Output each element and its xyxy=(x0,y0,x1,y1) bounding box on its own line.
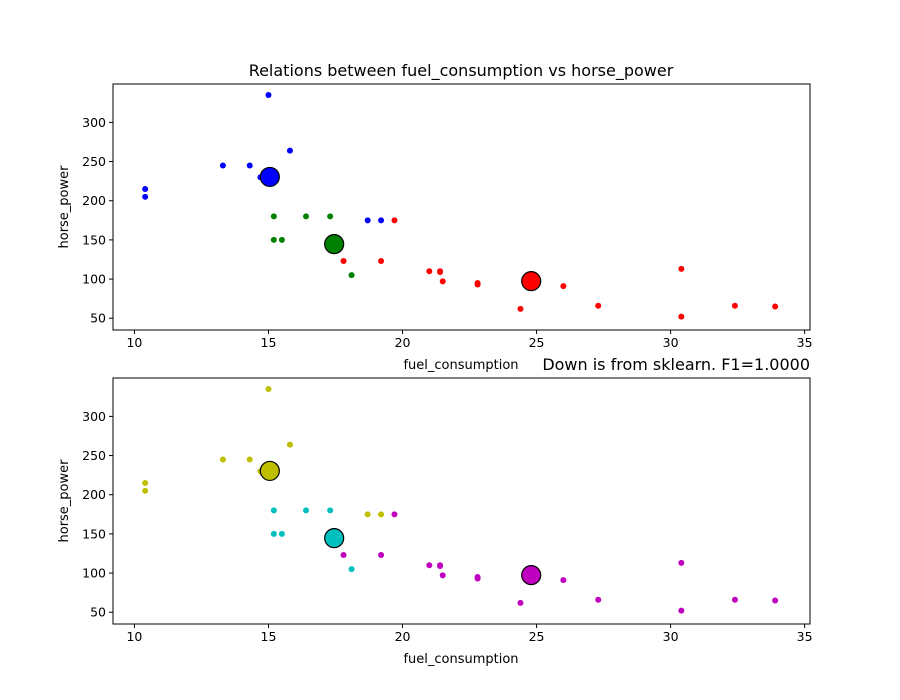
x-tick-label: 25 xyxy=(529,629,545,644)
x-tick-label: 15 xyxy=(261,629,277,644)
x-tick-label: 35 xyxy=(797,629,813,644)
data-point xyxy=(439,278,446,285)
data-point xyxy=(278,530,285,537)
data-point xyxy=(731,596,738,603)
x-axis-label-top: fuel_consumption xyxy=(403,358,518,373)
data-point xyxy=(378,552,385,559)
data-point xyxy=(474,281,481,288)
x-tick-label: 25 xyxy=(529,335,545,350)
data-point xyxy=(246,456,253,463)
x-tick-label: 10 xyxy=(126,629,142,644)
x-tick-label: 15 xyxy=(261,335,277,350)
data-point xyxy=(246,162,253,169)
y-tick-label: 50 xyxy=(90,311,106,326)
x-tick-label: 20 xyxy=(395,335,411,350)
data-point xyxy=(303,507,310,514)
cluster-centroid xyxy=(521,271,542,292)
data-point xyxy=(378,511,385,518)
data-point xyxy=(560,577,567,584)
y-tick-label: 300 xyxy=(82,409,106,424)
points-bottom xyxy=(142,385,779,614)
data-point xyxy=(364,511,371,518)
x-tick-label: 10 xyxy=(126,335,142,350)
y-axis-label-top: horse_power xyxy=(57,165,72,249)
ticks-top: 10 15 20 25 30 35 50 100 150 200 250 300 xyxy=(82,115,812,350)
y-tick-label: 100 xyxy=(82,566,106,581)
data-point xyxy=(270,507,277,514)
y-tick-label: 200 xyxy=(82,193,106,208)
data-point xyxy=(270,213,277,220)
data-point xyxy=(340,258,347,265)
data-point xyxy=(142,487,149,494)
y-tick-label: 50 xyxy=(90,605,106,620)
x-tick-label: 30 xyxy=(663,629,679,644)
y-axis-label-bottom: horse_power xyxy=(57,459,72,543)
data-point xyxy=(560,283,567,290)
plot-area-top xyxy=(112,83,811,331)
data-point xyxy=(517,305,524,312)
x-axis-label-bottom: fuel_consumption xyxy=(403,652,518,667)
data-point xyxy=(772,597,779,604)
data-point xyxy=(142,479,149,486)
data-point xyxy=(678,559,685,566)
data-point xyxy=(270,530,277,537)
data-point xyxy=(303,213,310,220)
y-tick-label: 250 xyxy=(82,154,106,169)
data-point xyxy=(595,596,602,603)
y-tick-label: 200 xyxy=(82,487,106,502)
data-point xyxy=(348,272,355,279)
data-point xyxy=(270,236,277,243)
data-point xyxy=(595,302,602,309)
data-point xyxy=(340,552,347,559)
data-point xyxy=(517,599,524,606)
cluster-centroid xyxy=(324,234,345,255)
data-point xyxy=(731,302,738,309)
data-point xyxy=(439,572,446,579)
data-point xyxy=(391,217,398,224)
data-point xyxy=(678,265,685,272)
y-tick-label: 150 xyxy=(82,232,106,247)
x-tick-label: 35 xyxy=(797,335,813,350)
y-tick-label: 300 xyxy=(82,115,106,130)
data-point xyxy=(348,566,355,573)
data-point xyxy=(219,162,226,169)
y-tick-label: 150 xyxy=(82,526,106,541)
x-tick-label: 20 xyxy=(395,629,411,644)
data-point xyxy=(378,258,385,265)
data-point xyxy=(364,217,371,224)
cluster-centroid xyxy=(324,528,345,549)
data-point xyxy=(678,607,685,614)
cluster-centroid xyxy=(259,166,280,188)
data-point xyxy=(437,563,444,570)
data-point xyxy=(265,91,272,98)
plot-area-bottom xyxy=(112,377,811,625)
data-point xyxy=(327,213,334,220)
data-point xyxy=(142,185,149,192)
data-point xyxy=(678,313,685,320)
data-point xyxy=(474,575,481,582)
data-point xyxy=(772,303,779,310)
ticks-bottom: 10 15 20 25 30 35 50 100 150 200 250 300 xyxy=(82,409,812,644)
data-point xyxy=(391,511,398,518)
data-point xyxy=(437,269,444,276)
data-point xyxy=(142,193,149,200)
data-point xyxy=(265,385,272,392)
y-tick-label: 100 xyxy=(82,272,106,287)
y-tick-label: 250 xyxy=(82,448,106,463)
chart-title-top: Relations between fuel_consumption vs ho… xyxy=(249,61,674,81)
data-point xyxy=(286,441,293,448)
x-tick-label: 30 xyxy=(663,335,679,350)
data-point xyxy=(426,268,433,275)
data-point xyxy=(219,456,226,463)
data-point xyxy=(378,217,385,224)
cluster-centroid xyxy=(521,565,542,586)
data-point xyxy=(286,147,293,154)
data-point xyxy=(278,236,285,243)
data-point xyxy=(327,507,334,514)
points-top xyxy=(142,91,779,320)
cluster-centroid xyxy=(259,460,280,482)
data-point xyxy=(426,562,433,569)
chart-title-bottom: Down is from sklearn. F1=1.0000 xyxy=(542,355,810,374)
